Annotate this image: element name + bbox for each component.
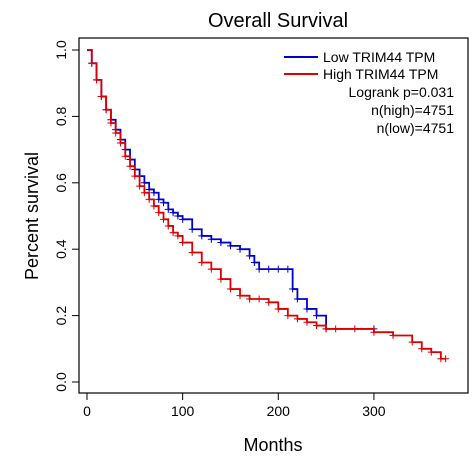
censor-mark [188, 225, 196, 233]
y-axis-label: Percent survival [22, 152, 42, 280]
n-high-text: n(high)=4751 [371, 102, 454, 118]
censor-mark [164, 222, 172, 230]
plot-frame [78, 37, 469, 394]
censor-mark [88, 59, 96, 67]
censor-mark [207, 265, 215, 273]
censor-mark [97, 92, 105, 100]
censor-mark [236, 245, 244, 253]
censor-mark [246, 252, 254, 260]
censor-mark [293, 295, 301, 303]
censor-mark [255, 265, 263, 273]
y-tick-label: 0.0 [53, 372, 69, 392]
series-layer [87, 49, 450, 363]
y-axis-ticks: 0.0 0.2 0.4 0.6 0.8 1.0 [53, 40, 79, 392]
censor-mark [179, 239, 187, 247]
censor-mark [207, 235, 215, 243]
x-tick-label: 300 [362, 403, 386, 419]
censor-mark [408, 338, 416, 346]
y-tick-label: 0.2 [53, 306, 69, 326]
logrank-text: Logrank p=0.031 [349, 84, 455, 100]
censor-mark [155, 195, 163, 203]
censor-mark [198, 258, 206, 266]
censor-mark [198, 232, 206, 240]
censor-mark [322, 325, 330, 333]
censor-mark [418, 345, 426, 353]
censor-mark [188, 249, 196, 257]
censor-mark [246, 295, 254, 303]
censor-mark [265, 298, 273, 306]
censor-mark [389, 332, 397, 340]
censor-mark [112, 129, 120, 137]
censor-mark [313, 322, 321, 330]
legend-label-high: High TRIM44 TPM [323, 66, 438, 82]
censor-mark [274, 305, 282, 313]
censor-mark [313, 312, 321, 320]
censor-mark [284, 265, 292, 273]
censor-mark [140, 179, 148, 187]
censor-mark [174, 212, 182, 220]
censor-mark [145, 185, 153, 193]
censor-mark [160, 199, 168, 207]
censor-mark [179, 215, 187, 223]
censor-mark [140, 189, 148, 197]
censor-mark [289, 285, 297, 293]
censor-mark [169, 229, 177, 237]
censor-mark [145, 195, 153, 203]
censor-mark [126, 162, 134, 170]
censor-mark [155, 209, 163, 217]
censor-mark [131, 172, 139, 180]
censor-mark [442, 355, 450, 363]
censor-mark [293, 315, 301, 323]
censor-mark [107, 119, 115, 127]
censor-mark [274, 265, 282, 273]
y-tick-label: 0.8 [53, 106, 69, 126]
censor-mark [236, 292, 244, 300]
censor-mark [116, 139, 124, 147]
censor-mark [93, 76, 101, 84]
legend-label-low: Low TRIM44 TPM [323, 49, 435, 65]
chart-title: Overall Survival [208, 10, 348, 32]
censor-mark [169, 209, 177, 217]
censor-mark [427, 348, 435, 356]
y-tick-label: 0.4 [53, 239, 69, 259]
censor-mark [284, 312, 292, 320]
x-tick-label: 0 [83, 403, 91, 419]
censor-mark [217, 275, 225, 283]
x-tick-label: 100 [171, 403, 195, 419]
censor-mark [226, 285, 234, 293]
censor-mark [217, 239, 225, 247]
censor-mark [121, 152, 129, 160]
x-axis-ticks: 0 100 200 300 [83, 393, 386, 419]
censor-mark [351, 325, 359, 333]
censor-mark [226, 242, 234, 250]
censor-mark [160, 215, 168, 223]
y-tick-label: 0.6 [53, 173, 69, 193]
censor-mark [136, 182, 144, 190]
censor-mark [332, 325, 340, 333]
censor-mark [250, 258, 258, 266]
censor-mark [174, 232, 182, 240]
censor-mark [303, 305, 311, 313]
censor-mark [303, 318, 311, 326]
x-axis-label: Months [243, 435, 302, 455]
censor-mark [150, 202, 158, 210]
censor-mark [102, 106, 110, 114]
censor-mark [164, 205, 172, 213]
censor-mark [150, 189, 158, 197]
x-tick-label: 200 [267, 403, 291, 419]
censor-mark [255, 295, 263, 303]
n-low-text: n(low)=4751 [377, 120, 455, 136]
legend: Low TRIM44 TPM High TRIM44 TPM [284, 49, 438, 82]
y-tick-label: 1.0 [53, 40, 69, 60]
censor-mark [265, 265, 273, 273]
censor-mark [370, 328, 378, 336]
